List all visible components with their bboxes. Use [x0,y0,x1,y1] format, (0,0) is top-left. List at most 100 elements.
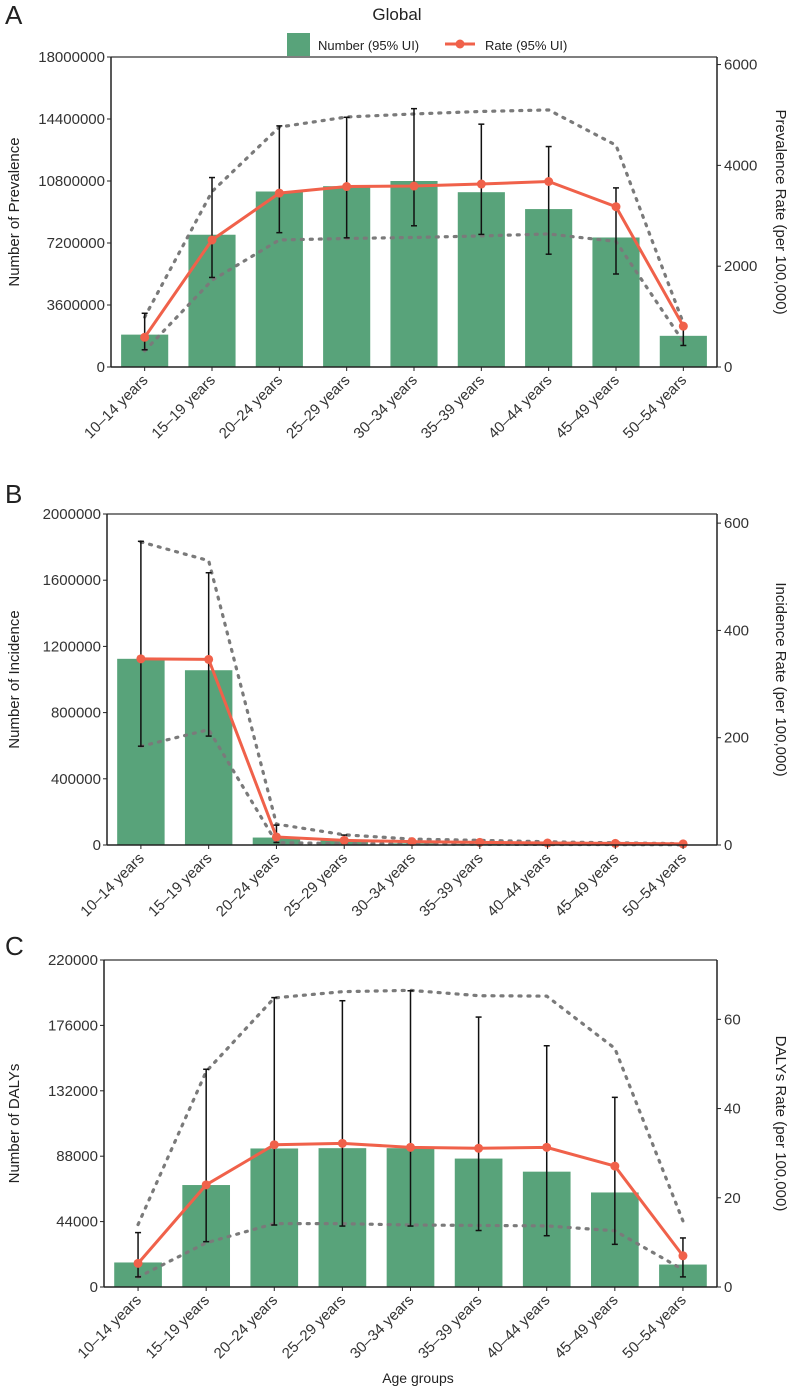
x-tick-label: 25–29 years [281,850,351,920]
y2-tick-label: 6000 [724,57,757,74]
rate-point [409,181,419,191]
x-tick-label: 20–24 years [211,1292,281,1362]
x-tick-label: 20–24 years [213,850,283,920]
rate-point [207,235,217,245]
rate-point [678,1251,688,1261]
rate-point [678,839,688,849]
x-tick-label: 15–19 years [148,372,218,442]
panel-c: 0 44000 88000 132000 176000 220000 0 20 40 60 10–1… [6,952,789,1362]
error-bar [203,1068,210,1243]
error-bar [339,999,346,1227]
y2-tick-label: 0 [724,359,732,376]
rate-point [337,1138,347,1148]
panel-b: 0 400000 800000 1200000 1600000 2000000 0 200 40… [6,506,789,920]
panel-label-a: A [5,0,23,30]
y-axis-title: Number of DALYs [6,1064,23,1184]
rate-point [271,832,281,842]
y-tick-label: 0 [97,359,105,376]
x-tick-label: 35–39 years [415,1292,485,1362]
y2-tick-label: 40 [724,1101,741,1118]
y-axis-title: Number of Incidence [6,610,23,748]
y-tick-label: 0 [90,1279,98,1296]
y-tick-label: 220000 [48,952,98,969]
x-tick-label: 25–29 years [279,1292,349,1362]
x-tick-label: 50–54 years [620,372,690,442]
legend-rate-label: Rate (95% UI) [485,38,567,53]
rate-point [544,177,554,187]
x-tick-label: 45–49 years [551,1292,621,1362]
y2-tick-label: 400 [724,622,749,639]
rate-point [476,179,486,189]
y2-tick-label: 20 [724,1190,741,1207]
rate-point [407,837,417,847]
x-tick-label: 45–49 years [552,850,622,920]
rate-point [678,321,688,331]
y-tick-label: 400000 [51,771,101,788]
x-tick-label: 20–24 years [216,372,286,442]
panel-label-b: B [5,479,22,509]
y-tick-label: 0 [93,837,101,854]
x-tick-label: 25–29 years [283,372,353,442]
error-bar [407,990,414,1227]
error-bar [611,1096,618,1246]
x-tick-label: 15–19 years [143,1292,213,1362]
x-tick-label: 50–54 years [619,1292,689,1362]
error-bar [343,116,350,239]
y2-tick-label: 200 [724,730,749,747]
x-tick-label: 40–44 years [483,1292,553,1362]
x-axis-title: Age groups [382,1370,454,1386]
legend-bar-swatch [287,33,310,56]
rate-lower-line [136,1222,685,1279]
error-bar [411,107,417,227]
error-bar [205,572,212,737]
y2-axis-title: Incidence Rate (per 100,000) [772,582,789,776]
y-axis-title: Number of Prevalence [6,137,23,286]
y-tick-label: 1200000 [43,638,101,655]
y-tick-label: 132000 [48,1083,98,1100]
y-tick-label: 88000 [56,1148,98,1165]
y-tick-label: 800000 [51,705,101,722]
x-tick-label: 30–34 years [348,850,418,920]
y2-tick-label: 0 [724,837,732,854]
y-tick-label: 2000000 [43,506,101,523]
y-tick-label: 3600000 [47,297,105,314]
chart-title: Global [372,5,421,24]
legend-rate-marker [455,39,465,49]
y-tick-label: 1600000 [43,572,101,589]
rate-point [136,654,146,664]
rate-point [269,1140,279,1150]
rate-point [610,1161,620,1171]
x-tick-label: 35–39 years [416,850,486,920]
panel-label-c: C [5,931,24,961]
y-tick-label: 44000 [56,1214,98,1231]
rate-point [474,1143,484,1153]
error-bar [135,1231,142,1278]
y2-axis-title: Prevalence Rate (per 100,000) [772,109,789,314]
legend-number-label: Number (95% UI) [318,38,419,53]
x-tick-label: 40–44 years [485,372,555,442]
x-tick-label: 10–14 years [74,1292,144,1362]
rate-point [201,1180,211,1190]
rate-point [274,188,284,198]
y2-tick-label: 4000 [724,157,757,174]
rate-point [339,835,349,845]
x-tick-label: 30–34 years [347,1292,417,1362]
x-tick-label: 45–49 years [552,372,622,442]
y-tick-label: 176000 [48,1017,98,1034]
rate-point [406,1142,415,1152]
error-bar [141,312,148,351]
rate-point [542,1142,552,1152]
rate-point [204,654,214,664]
rate-point [133,1258,143,1268]
error-bar [276,125,283,234]
error-bar [545,145,552,255]
x-tick-label: 35–39 years [418,372,488,442]
error-bar [137,540,144,747]
rate-point [140,332,150,342]
x-tick-label: 10–14 years [77,850,147,920]
error-bar [209,176,215,279]
error-bar [475,1016,482,1232]
rate-point [342,182,352,192]
x-tick-label: 50–54 years [620,850,690,920]
